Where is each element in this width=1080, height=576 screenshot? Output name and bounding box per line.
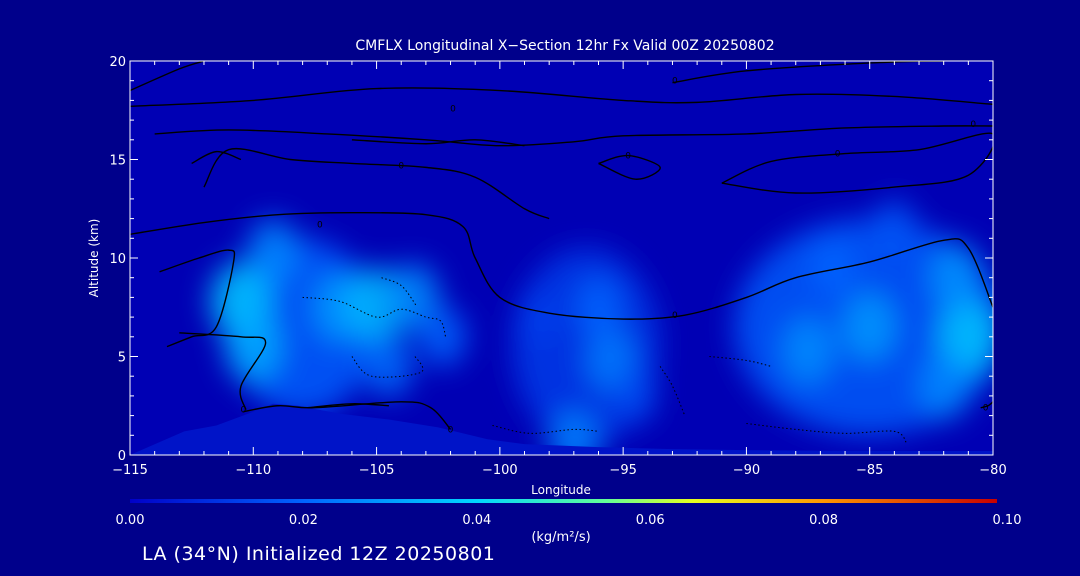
flux-cell: [516, 291, 558, 343]
contour-line: [203, 148, 550, 220]
contour-line: [130, 61, 205, 92]
colorbar: [130, 499, 997, 503]
contour-label: 0: [398, 161, 404, 171]
contour-line: [179, 332, 267, 410]
flux-cell: [614, 368, 657, 423]
flux-cell: [842, 291, 898, 363]
flux-cell: [548, 410, 600, 455]
contour-line: [130, 211, 993, 320]
x-tick-label: −80: [979, 463, 1006, 478]
flux-cell: [387, 263, 441, 332]
flux-cell: [872, 200, 917, 257]
contour-label: 0: [835, 150, 841, 160]
contour-label: 0: [317, 221, 323, 231]
flux-cell: [917, 352, 970, 420]
x-tick-label: −95: [609, 463, 636, 478]
colorbar-tick-label: 0.10: [993, 513, 1022, 528]
contour-line: [191, 150, 242, 165]
colorbar-tick-label: 0.04: [462, 513, 491, 528]
x-tick-label: −115: [112, 463, 148, 478]
x-axis: −115 −110 −105 −100 −95 −90 −85 −80: [112, 61, 1007, 478]
contour-line: [980, 401, 993, 409]
x-tick-label: −100: [482, 463, 518, 478]
contour-line-negative: [381, 277, 417, 306]
contour-line: [154, 125, 993, 147]
colorbar-ticks: 0.00 0.02 0.04 0.06 0.08 0.10: [116, 513, 1022, 528]
x-axis-label: Longitude: [531, 483, 591, 497]
contour-line: [672, 61, 944, 84]
contour-line: [721, 132, 993, 194]
flux-cell: [246, 218, 300, 286]
x-tick-label: −90: [733, 463, 760, 478]
y-tick-label: 15: [109, 154, 126, 169]
contour-label: 0: [970, 120, 976, 130]
terrain-profile: [130, 403, 993, 455]
contour-label: 0: [625, 152, 631, 162]
contour-label: 0: [448, 425, 454, 435]
flux-field: [209, 200, 993, 455]
contour-line-negative: [492, 424, 599, 434]
y-tick-label: 5: [118, 351, 126, 366]
colorbar-tick-label: 0.08: [809, 513, 838, 528]
init-caption: LA (34°N) Initialized 12Z 20250801: [142, 543, 496, 565]
contour-label: 0: [672, 311, 678, 321]
contour-line: [307, 403, 389, 409]
y-tick-label: 10: [109, 252, 126, 267]
y-axis: 0 5 10 15 20: [109, 55, 993, 464]
contour-line-negative: [709, 356, 772, 367]
y-tick-label: 20: [109, 55, 126, 70]
colorbar-tick-label: 0.06: [636, 513, 665, 528]
contour-label: 0: [672, 77, 678, 87]
contour-labels: 0 0 0 0 0 0 0 0 0 0 0: [241, 77, 989, 436]
contour-line: [243, 401, 452, 430]
x-tick-label: −110: [235, 463, 271, 478]
flux-cell: [224, 309, 283, 384]
flux-cell: [364, 335, 414, 398]
contour-line: [159, 249, 236, 348]
flux-cell: [809, 237, 857, 298]
x-tick-label: −105: [359, 463, 395, 478]
contour-line: [351, 139, 525, 147]
contour-line-negative: [351, 354, 424, 378]
colorbar-tick-label: 0.02: [289, 513, 318, 528]
contour-line: [598, 154, 661, 180]
contour-label: 0: [241, 406, 247, 416]
x-tick-label: −85: [856, 463, 883, 478]
contour-line-negative: [302, 296, 447, 337]
contour-lines: [130, 61, 993, 444]
flux-cell: [781, 316, 835, 385]
contour-label: 0: [983, 404, 989, 414]
flux-cell: [419, 306, 467, 367]
y-tick-label: 0: [118, 449, 126, 464]
contour-line: [130, 87, 993, 108]
colorbar-units: (kg/m²/s): [531, 530, 590, 545]
flux-cell: [575, 277, 622, 338]
y-axis-label: Altitude (km): [87, 219, 101, 298]
contour-line-negative: [659, 366, 686, 416]
chart-title: CMFLX Longitudinal X−Section 12hr Fx Val…: [355, 38, 774, 54]
contour-label: 0: [450, 104, 456, 114]
colorbar-tick-label: 0.00: [116, 513, 145, 528]
flux-cell: [929, 243, 984, 313]
